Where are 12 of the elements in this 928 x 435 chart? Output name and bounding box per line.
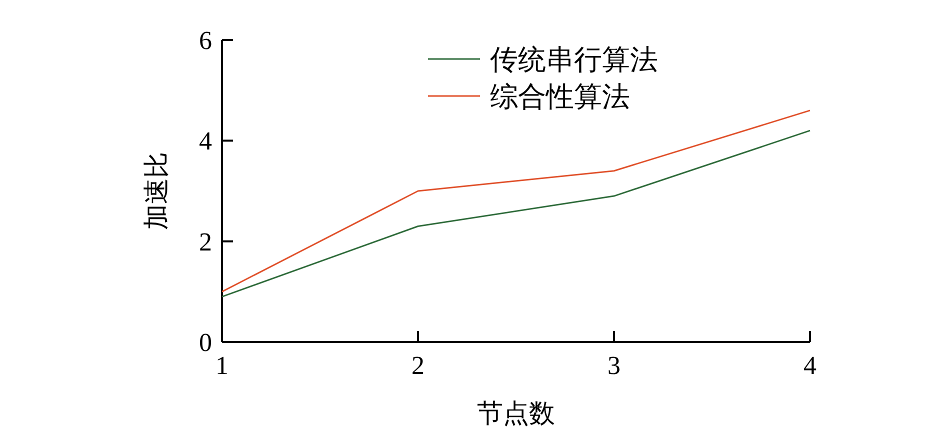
legend-label: 传统串行算法 xyxy=(490,45,658,76)
x-tick-label: 1 xyxy=(216,351,228,380)
x-tick-label: 3 xyxy=(608,351,620,380)
legend-label: 综合性算法 xyxy=(490,82,630,113)
y-tick-label: 4 xyxy=(199,126,212,156)
x-axis-title: 节点数 xyxy=(477,399,555,428)
y-axis-title: 加速比 xyxy=(142,152,171,230)
x-tick-label: 4 xyxy=(804,351,816,380)
y-tick-label: 0 xyxy=(199,328,212,357)
x-tick-label: 2 xyxy=(412,351,424,380)
y-tick-label: 6 xyxy=(199,26,212,55)
y-tick-label: 2 xyxy=(199,227,212,256)
